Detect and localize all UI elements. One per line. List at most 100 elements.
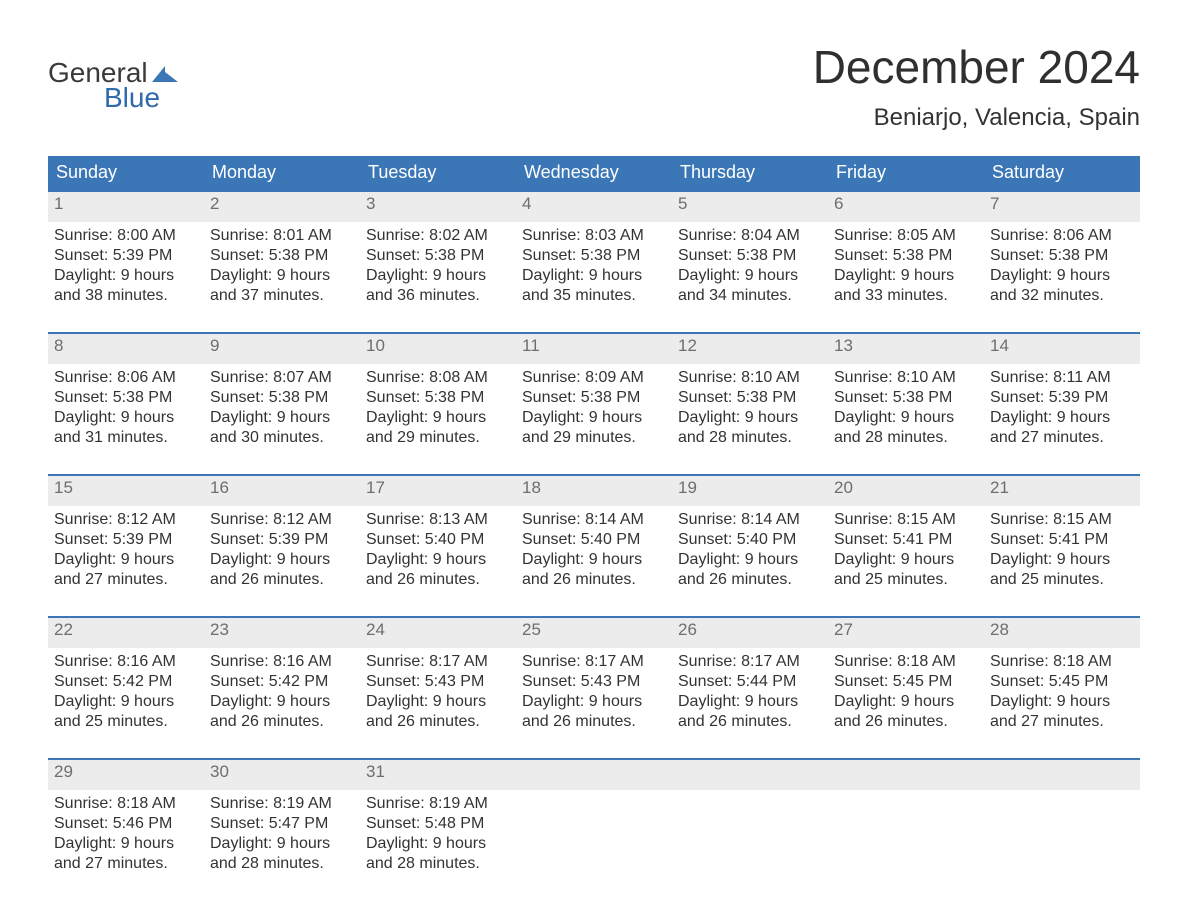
day-number [516,760,672,790]
day-body-row: Sunrise: 8:06 AM Sunset: 5:38 PM Daylight:… [48,364,1140,460]
sunrise-text: Sunrise: 8:18 AM [834,652,978,672]
daylight-text: Daylight: 9 hours [54,692,198,712]
day-number: 13 [828,334,984,364]
day-cell: Sunrise: 8:08 AMSunset: 5:38 PMDaylight:… [360,364,516,460]
sunrise-text: Sunrise: 8:12 AM [54,510,198,530]
sunrise-text: Sunrise: 8:16 AM [210,652,354,672]
sunset-text: Sunset: 5:43 PM [366,672,510,692]
daylight-text: and 25 minutes. [834,570,978,590]
daylight-text: and 32 minutes. [990,286,1134,306]
sunrise-text: Sunrise: 8:06 AM [54,368,198,388]
day-cell [984,790,1140,886]
sunset-text: Sunset: 5:42 PM [54,672,198,692]
sunset-text: Sunset: 5:40 PM [678,530,822,550]
sunrise-text: Sunrise: 8:00 AM [54,226,198,246]
day-number: 2 [204,192,360,222]
day-cell: Sunrise: 8:12 AMSunset: 5:39 PMDaylight:… [48,506,204,602]
day-number: 16 [204,476,360,506]
daylight-text: Daylight: 9 hours [366,692,510,712]
daylight-text: and 37 minutes. [210,286,354,306]
sunrise-text: Sunrise: 8:02 AM [366,226,510,246]
daylight-text: and 36 minutes. [366,286,510,306]
sunrise-text: Sunrise: 8:19 AM [366,794,510,814]
sunset-text: Sunset: 5:38 PM [990,246,1134,266]
daylight-text: and 26 minutes. [522,712,666,732]
daylight-text: Daylight: 9 hours [678,408,822,428]
day-number: 9 [204,334,360,364]
day-number: 10 [360,334,516,364]
day-number [828,760,984,790]
daylight-text: Daylight: 9 hours [366,550,510,570]
day-number: 23 [204,618,360,648]
sunrise-text: Sunrise: 8:11 AM [990,368,1134,388]
weekday-header: Saturday [984,156,1140,190]
day-number: 8 [48,334,204,364]
title-block: December 2024 Beniarjo, Valencia, Spain [813,40,1140,132]
sunset-text: Sunset: 5:45 PM [834,672,978,692]
sunrise-text: Sunrise: 8:10 AM [834,368,978,388]
daylight-text: and 30 minutes. [210,428,354,448]
daylight-text: and 26 minutes. [522,570,666,590]
daylight-text: Daylight: 9 hours [522,550,666,570]
daylight-text: Daylight: 9 hours [54,266,198,286]
sunset-text: Sunset: 5:38 PM [210,388,354,408]
day-number: 4 [516,192,672,222]
day-cell: Sunrise: 8:16 AMSunset: 5:42 PMDaylight:… [48,648,204,744]
sunrise-text: Sunrise: 8:09 AM [522,368,666,388]
day-cell: Sunrise: 8:15 AMSunset: 5:41 PMDaylight:… [828,506,984,602]
day-body-row: Sunrise: 8:18 AMSunset: 5:46 PMDaylight:… [48,790,1140,886]
sunrise-text: Sunrise: 8:13 AM [366,510,510,530]
daylight-text: Daylight: 9 hours [678,550,822,570]
day-cell: Sunrise: 8:15 AMSunset: 5:41 PMDaylight:… [984,506,1140,602]
day-number: 1 [48,192,204,222]
daylight-text: Daylight: 9 hours [366,834,510,854]
day-number: 19 [672,476,828,506]
day-cell: Sunrise: 8:17 AMSunset: 5:43 PMDaylight:… [360,648,516,744]
page-title: December 2024 [813,40,1140,94]
sunset-text: Sunset: 5:40 PM [366,530,510,550]
day-cell: Sunrise: 8:04 AMSunset: 5:38 PMDaylight:… [672,222,828,318]
day-number: 11 [516,334,672,364]
weekday-header: Thursday [672,156,828,190]
sunrise-text: Sunrise: 8:06 AM [990,226,1134,246]
sunset-text: Sunset: 5:45 PM [990,672,1134,692]
day-number [984,760,1140,790]
daylight-text: Daylight: 9 hours [54,550,198,570]
day-number: 14 [984,334,1140,364]
day-number-row: 293031 [48,760,1140,790]
daylight-text: and 28 minutes. [366,854,510,874]
sunrise-text: Sunrise: 8:14 AM [678,510,822,530]
daylight-text: Daylight: 9 hours [990,266,1134,286]
day-number: 18 [516,476,672,506]
day-cell: Sunrise: 8:18 AMSunset: 5:45 PMDaylight:… [984,648,1140,744]
sunrise-text: Sunrise: 8:07 AM [210,368,354,388]
sunrise-text: Sunrise: 8:17 AM [678,652,822,672]
daylight-text: Daylight: 9 hours [210,266,354,286]
day-cell [672,790,828,886]
day-cell: Sunrise: 8:12 AMSunset: 5:39 PMDaylight:… [204,506,360,602]
day-number: 31 [360,760,516,790]
day-number: 22 [48,618,204,648]
calendar-week: 15161718192021Sunrise: 8:12 AMSunset: 5:… [48,474,1140,602]
sunrise-text: Sunrise: 8:03 AM [522,226,666,246]
daylight-text: Daylight: 9 hours [522,408,666,428]
daylight-text: Daylight: 9 hours [990,550,1134,570]
daylight-text: and 28 minutes. [210,854,354,874]
daylight-text: Daylight: 9 hours [834,266,978,286]
day-number: 3 [360,192,516,222]
sunset-text: Sunset: 5:38 PM [834,246,978,266]
sunset-text: Sunset: 5:40 PM [522,530,666,550]
day-number-row: 891011121314 [48,334,1140,364]
day-cell: Sunrise: 8:02 AMSunset: 5:38 PMDaylight:… [360,222,516,318]
daylight-text: Daylight: 9 hours [366,408,510,428]
day-cell: Sunrise: 8:10 AMSunset: 5:38 PMDaylight:… [672,364,828,460]
sunrise-text: Sunrise: 8:15 AM [834,510,978,530]
day-cell: Sunrise: 8:17 AMSunset: 5:43 PMDaylight:… [516,648,672,744]
daylight-text: and 26 minutes. [366,570,510,590]
sunset-text: Sunset: 5:48 PM [366,814,510,834]
daylight-text: Daylight: 9 hours [54,408,198,428]
day-cell: Sunrise: 8:19 AMSunset: 5:47 PMDaylight:… [204,790,360,886]
day-cell: Sunrise: 8:18 AMSunset: 5:46 PMDaylight:… [48,790,204,886]
daylight-text: and 25 minutes. [990,570,1134,590]
day-number: 17 [360,476,516,506]
